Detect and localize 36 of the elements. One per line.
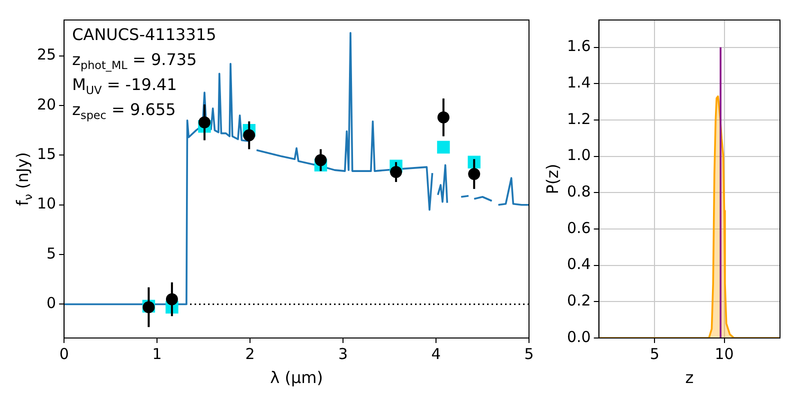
y-tick-label: 25 — [36, 46, 56, 64]
annotation: CANUCS-4113315 — [72, 25, 216, 44]
y-tick-label: 1.0 — [566, 146, 591, 164]
y-axis-title: P(z) — [543, 164, 562, 194]
y-tick-label: 0 — [46, 294, 56, 312]
point — [437, 111, 450, 124]
y-tick-label: 15 — [36, 145, 56, 164]
x-tick-label: 4 — [431, 344, 441, 363]
point — [198, 116, 210, 128]
x-tick-label: 3 — [338, 344, 348, 363]
point — [243, 129, 256, 142]
x-axis-title: z — [685, 368, 694, 387]
x-tick-label: 10 — [714, 344, 734, 363]
point — [314, 154, 327, 166]
y-tick-label: 1.2 — [566, 110, 591, 128]
y-tick-label: 20 — [36, 95, 56, 114]
y-tick-label: 5 — [46, 244, 56, 262]
y-tick-label: 1.6 — [566, 37, 591, 56]
point — [166, 293, 178, 306]
y-axis-title: fν (nJy) — [13, 152, 35, 206]
y-tick-label: 0.4 — [566, 255, 591, 274]
x-tick-label: 2 — [245, 344, 255, 363]
point — [437, 140, 450, 154]
x-tick-label: 5 — [524, 344, 534, 363]
y-tick-label: 0.0 — [566, 328, 591, 346]
y-tick-label: 1.4 — [566, 73, 591, 92]
y-tick-label: 0.6 — [566, 218, 591, 237]
y-tick-label: 0.8 — [566, 182, 591, 201]
x-tick-label: 0 — [59, 344, 69, 363]
y-tick-label: 10 — [36, 194, 56, 213]
x-axis-title: λ (μm) — [270, 368, 323, 387]
y-tick-label: 0.2 — [566, 292, 591, 310]
x-tick-label: 1 — [152, 344, 162, 363]
point — [468, 168, 480, 180]
x-tick-label: 5 — [650, 344, 660, 363]
point — [390, 166, 402, 178]
